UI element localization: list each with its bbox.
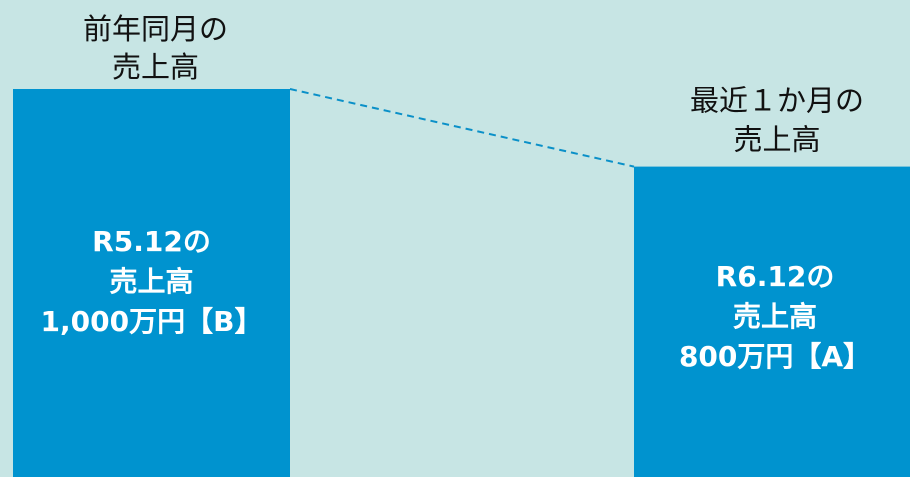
trend-connector-line: [289, 88, 635, 168]
label-recent-line3: 800万円【A】: [679, 340, 871, 373]
bar-prev-year: [13, 89, 290, 477]
label-recent-line1: R6.12の: [716, 260, 835, 293]
caption-recent-line2: 売上高: [733, 123, 820, 157]
label-prev-line1: R5.12の: [92, 225, 211, 258]
bar-recent-month: [634, 166, 910, 477]
caption-prev-line1: 前年同月の: [83, 12, 228, 46]
label-recent-line2: 売上高: [733, 300, 817, 333]
label-prev-line2: 売上高: [109, 265, 193, 298]
caption-prev-line2: 売上高: [112, 50, 199, 84]
label-prev-line3: 1,000万円【B】: [41, 305, 263, 338]
caption-recent-line1: 最近１か月の: [690, 84, 864, 118]
